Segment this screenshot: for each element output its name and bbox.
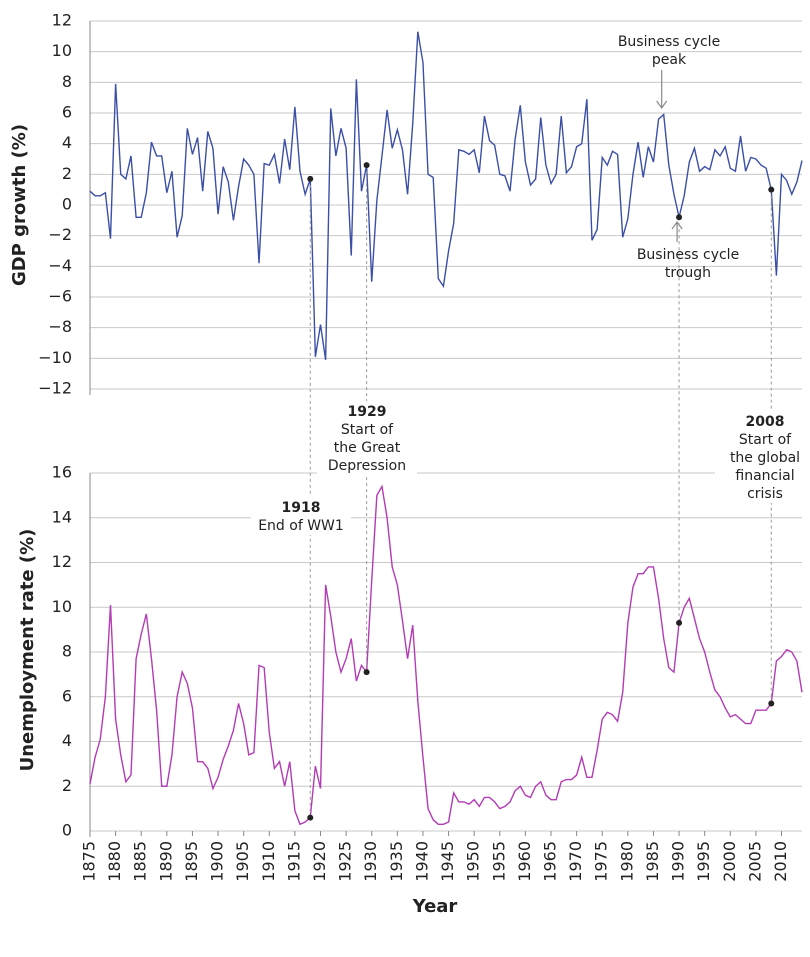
y-tick-label: −4	[48, 256, 72, 275]
y-tick-label: −10	[38, 348, 72, 367]
x-tick-label: 1960	[515, 841, 534, 882]
event-dot	[307, 175, 314, 182]
x-tick-label: 1920	[310, 841, 329, 882]
event-text: Depression	[328, 458, 406, 474]
y-tick-label: 16	[52, 463, 72, 482]
x-tick-label: 1995	[694, 841, 713, 882]
event-text: financial	[735, 468, 794, 484]
arrow-head	[671, 220, 683, 230]
annotation-text: trough	[665, 265, 711, 281]
x-tick-label: 1965	[541, 841, 560, 882]
x-tick-label: 1905	[233, 841, 252, 882]
y-tick-label: 12	[52, 552, 72, 571]
y-axis-title: GDP growth (%)	[9, 124, 30, 286]
x-tick-label: 1985	[643, 841, 662, 882]
x-tick-label: 2000	[720, 841, 739, 882]
y-tick-label: 4	[62, 731, 72, 750]
x-tick-label: 1990	[669, 841, 688, 882]
x-tick-label: 2010	[771, 841, 790, 882]
x-tick-label: 1945	[438, 841, 457, 882]
x-tick-label: 2005	[745, 841, 764, 882]
y-tick-label: 2	[62, 164, 72, 183]
x-tick-label: 1925	[336, 841, 355, 882]
event-text: the Great	[334, 440, 401, 456]
y-axis-title: Unemployment rate (%)	[17, 529, 38, 772]
event-text: crisis	[747, 486, 783, 502]
event-text: End of WW1	[258, 518, 344, 534]
event-year: 1929	[348, 404, 387, 420]
x-tick-label: 1890	[156, 841, 175, 882]
data-line	[89, 31, 803, 360]
x-axis-title: Year	[412, 896, 458, 917]
arrow-head	[656, 100, 668, 110]
y-tick-label: −8	[48, 317, 72, 336]
y-tick-label: 12	[52, 11, 72, 30]
y-tick-label: −6	[48, 287, 72, 306]
y-tick-label: −12	[38, 379, 72, 398]
event-dot	[363, 162, 370, 169]
x-tick-label: 1970	[566, 841, 585, 882]
x-tick-label: 1885	[131, 841, 150, 882]
line-layer	[89, 31, 803, 826]
dot-layer: 1918 End of WW1 1929 Start of the Great Depre…	[251, 70, 810, 821]
event-dot	[363, 669, 370, 676]
y-tick-label: 0	[62, 821, 72, 840]
y-tick-label: 8	[62, 72, 72, 91]
grid-layer	[89, 20, 802, 837]
y-tick-label: 8	[62, 642, 72, 661]
x-tick-label: 1880	[105, 841, 124, 882]
y-tick-label: 6	[62, 686, 72, 705]
x-tick-label: 1930	[361, 841, 380, 882]
event-dot	[676, 214, 683, 221]
y-tick-label: 2	[62, 776, 72, 795]
event-year: 1918	[282, 500, 321, 516]
x-tick-label: 1910	[259, 841, 278, 882]
x-tick-label: 1900	[208, 841, 227, 882]
x-tick-label: 1875	[80, 841, 99, 882]
event-dot	[768, 700, 775, 707]
y-tick-label: 6	[62, 103, 72, 122]
y-tick-label: 10	[52, 41, 72, 60]
x-tick-label: 1975	[592, 841, 611, 882]
y-tick-label: 10	[52, 597, 72, 616]
label-background	[715, 411, 810, 503]
x-tick-label: 1955	[489, 841, 508, 882]
annotation-text: Business cycle	[637, 247, 739, 263]
y-tick-label: 0	[62, 195, 72, 214]
y-tick-label: 14	[52, 507, 72, 526]
data-line	[89, 484, 803, 826]
x-tick-label: 1950	[464, 841, 483, 882]
event-text: the global	[730, 450, 800, 466]
x-tick-label: 1935	[387, 841, 406, 882]
x-tick-label: 1915	[284, 841, 303, 882]
annotation-text: Business cycle	[618, 34, 720, 50]
event-dot	[307, 814, 314, 821]
y-tick-label: −2	[48, 225, 72, 244]
label-background	[317, 401, 417, 475]
event-dot	[676, 619, 683, 626]
event-year: 2008	[746, 414, 785, 430]
event-text: Start of	[341, 422, 394, 438]
annotation-text: peak	[652, 52, 687, 68]
label-background	[251, 497, 351, 535]
x-tick-label: 1940	[412, 841, 431, 882]
y-tick-label: 4	[62, 133, 72, 152]
event-text: Start of	[739, 432, 792, 448]
x-tick-label: 1980	[617, 841, 636, 882]
event-dot	[768, 186, 775, 193]
x-tick-label: 1895	[182, 841, 201, 882]
